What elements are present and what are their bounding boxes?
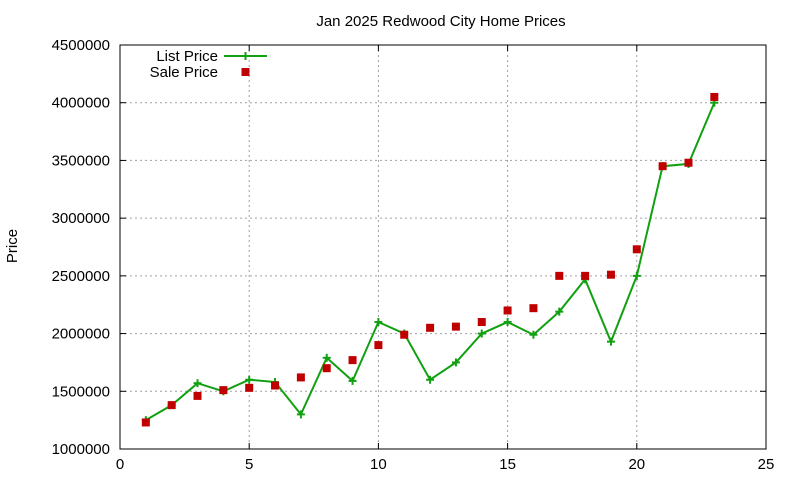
list-price-point: [426, 375, 435, 384]
chart-title: Jan 2025 Redwood City Home Prices: [316, 13, 565, 30]
x-tick-label: 25: [758, 456, 775, 473]
series-list-price: [141, 98, 719, 425]
sale-price-point: [348, 356, 357, 365]
sale-price-point: [141, 418, 150, 427]
legend-swatch-marker: [241, 68, 250, 76]
list-price-point: [245, 375, 254, 384]
y-tick-label: 2000000: [52, 326, 110, 343]
list-price-point: [632, 271, 641, 280]
sale-price-point: [581, 271, 590, 280]
x-tick-label: 20: [628, 456, 645, 473]
series-sale-price: [141, 92, 719, 427]
x-tick-label: 0: [116, 456, 124, 473]
y-axis-label: Price: [4, 229, 21, 263]
sale-price-point: [426, 323, 435, 332]
sale-price-point: [322, 364, 331, 373]
sale-price-point: [555, 271, 564, 280]
list-price-point: [529, 330, 538, 339]
sale-price-point: [710, 92, 719, 101]
list-price-point: [606, 337, 615, 346]
y-tick-label: 4500000: [52, 37, 110, 54]
series: [141, 92, 719, 427]
y-tick-label: 4000000: [52, 95, 110, 112]
y-tick-label: 3500000: [52, 152, 110, 169]
sale-price-point: [219, 386, 228, 395]
sale-price-point: [400, 330, 409, 339]
y-tick-label: 2500000: [52, 268, 110, 285]
list-price-point: [503, 318, 512, 327]
legend-label: Sale Price: [150, 64, 218, 81]
sale-price-point: [477, 318, 486, 327]
list-price-point: [296, 410, 305, 419]
legend-label: List Price: [156, 48, 218, 65]
sale-price-point: [606, 270, 615, 279]
axes: 0 5 10 15 20 25 1000000 1500000 2000000 2500000 30…: [52, 37, 775, 473]
list-price-point: [451, 358, 460, 367]
sale-price-point: [632, 245, 641, 254]
sale-price-point: [296, 373, 305, 382]
y-tick-label: 1000000: [52, 441, 110, 458]
sale-price-point: [374, 341, 383, 350]
y-tick-label: 3000000: [52, 210, 110, 227]
list-price-point: [477, 329, 486, 338]
x-tick-label: 5: [245, 456, 253, 473]
sale-price-point: [503, 306, 512, 315]
list-price-point: [348, 376, 357, 385]
sale-price-point: [529, 304, 538, 313]
sale-price-point: [193, 391, 202, 400]
list-price-point: [374, 318, 383, 327]
plot-frame: [119, 44, 767, 450]
legend-swatch-marker: [241, 52, 250, 60]
list-price-point: [555, 307, 564, 316]
list-price-line: [145, 102, 716, 422]
sale-price-point: [271, 381, 280, 390]
sale-price-point: [658, 162, 667, 171]
x-tick-label: 15: [499, 456, 516, 473]
x-tick-label: 10: [370, 456, 387, 473]
sale-price-point: [167, 401, 176, 410]
list-price-point: [322, 353, 331, 362]
sale-price-point: [451, 322, 460, 331]
sale-price-point: [684, 158, 693, 167]
y-tick-label: 1500000: [52, 383, 110, 400]
sale-price-point: [245, 383, 254, 392]
list-price-point: [193, 379, 202, 388]
